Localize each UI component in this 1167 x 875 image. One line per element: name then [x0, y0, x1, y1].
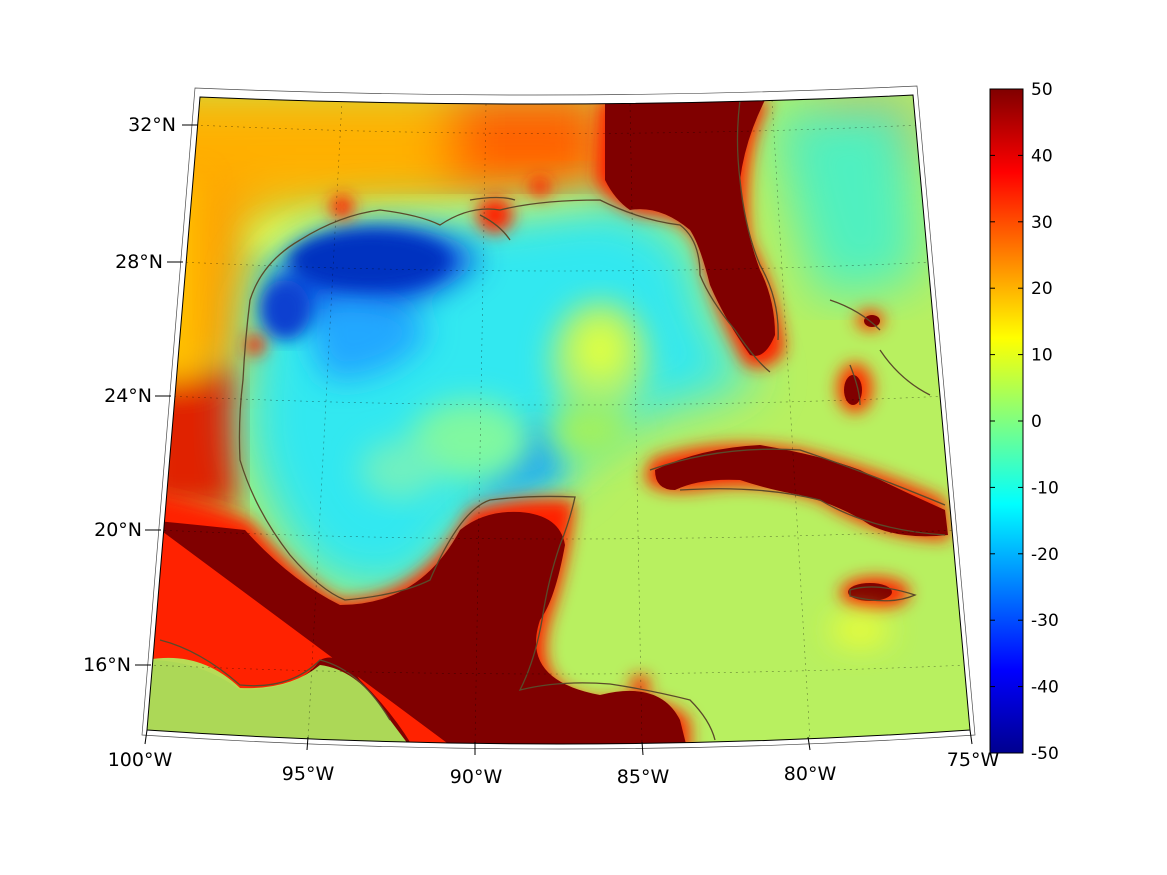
lon-tick-100: 100°W	[108, 749, 173, 771]
colorbar-tick-label: 0	[1031, 412, 1042, 432]
graticule	[147, 99, 969, 744]
lon-tick-75: 75°W	[947, 749, 1000, 771]
coastline	[159, 99, 946, 741]
colorbar-tick-label: 50	[1031, 80, 1053, 100]
colorbar-tick-label: -40	[1031, 678, 1059, 698]
lat-tick-16: 16°N	[83, 654, 131, 676]
lon-tick-80: 80°W	[784, 763, 837, 785]
colorbar-tick-label: 40	[1031, 146, 1053, 166]
lat-tick-24: 24°N	[104, 385, 152, 407]
map-field	[147, 95, 970, 744]
colorbar-gradient	[989, 88, 1024, 754]
colorbar-tick-label: 30	[1031, 213, 1053, 233]
lon-tick-85: 85°W	[617, 766, 670, 788]
lat-tick-20: 20°N	[94, 519, 142, 541]
lon-tick-95: 95°W	[282, 763, 335, 785]
map-frame	[146, 94, 971, 745]
colorbar-tick-label: 10	[1031, 346, 1053, 366]
lon-tick-90: 90°W	[450, 766, 503, 788]
lat-tick-32: 32°N	[128, 114, 176, 136]
axis-ticks	[135, 124, 973, 756]
colorbar-tick-label: -30	[1031, 611, 1059, 631]
lat-tick-28: 28°N	[115, 251, 163, 273]
colorbar: 50 40 30 20 10 0 -10 -20 -30 -40 -50	[989, 80, 1059, 764]
colorbar-tick-label: 20	[1031, 279, 1053, 299]
colorbar-tick-label: -10	[1031, 478, 1059, 498]
colorbar-tick-label: -20	[1031, 545, 1059, 565]
colorbar-tick-label: -50	[1031, 744, 1059, 764]
